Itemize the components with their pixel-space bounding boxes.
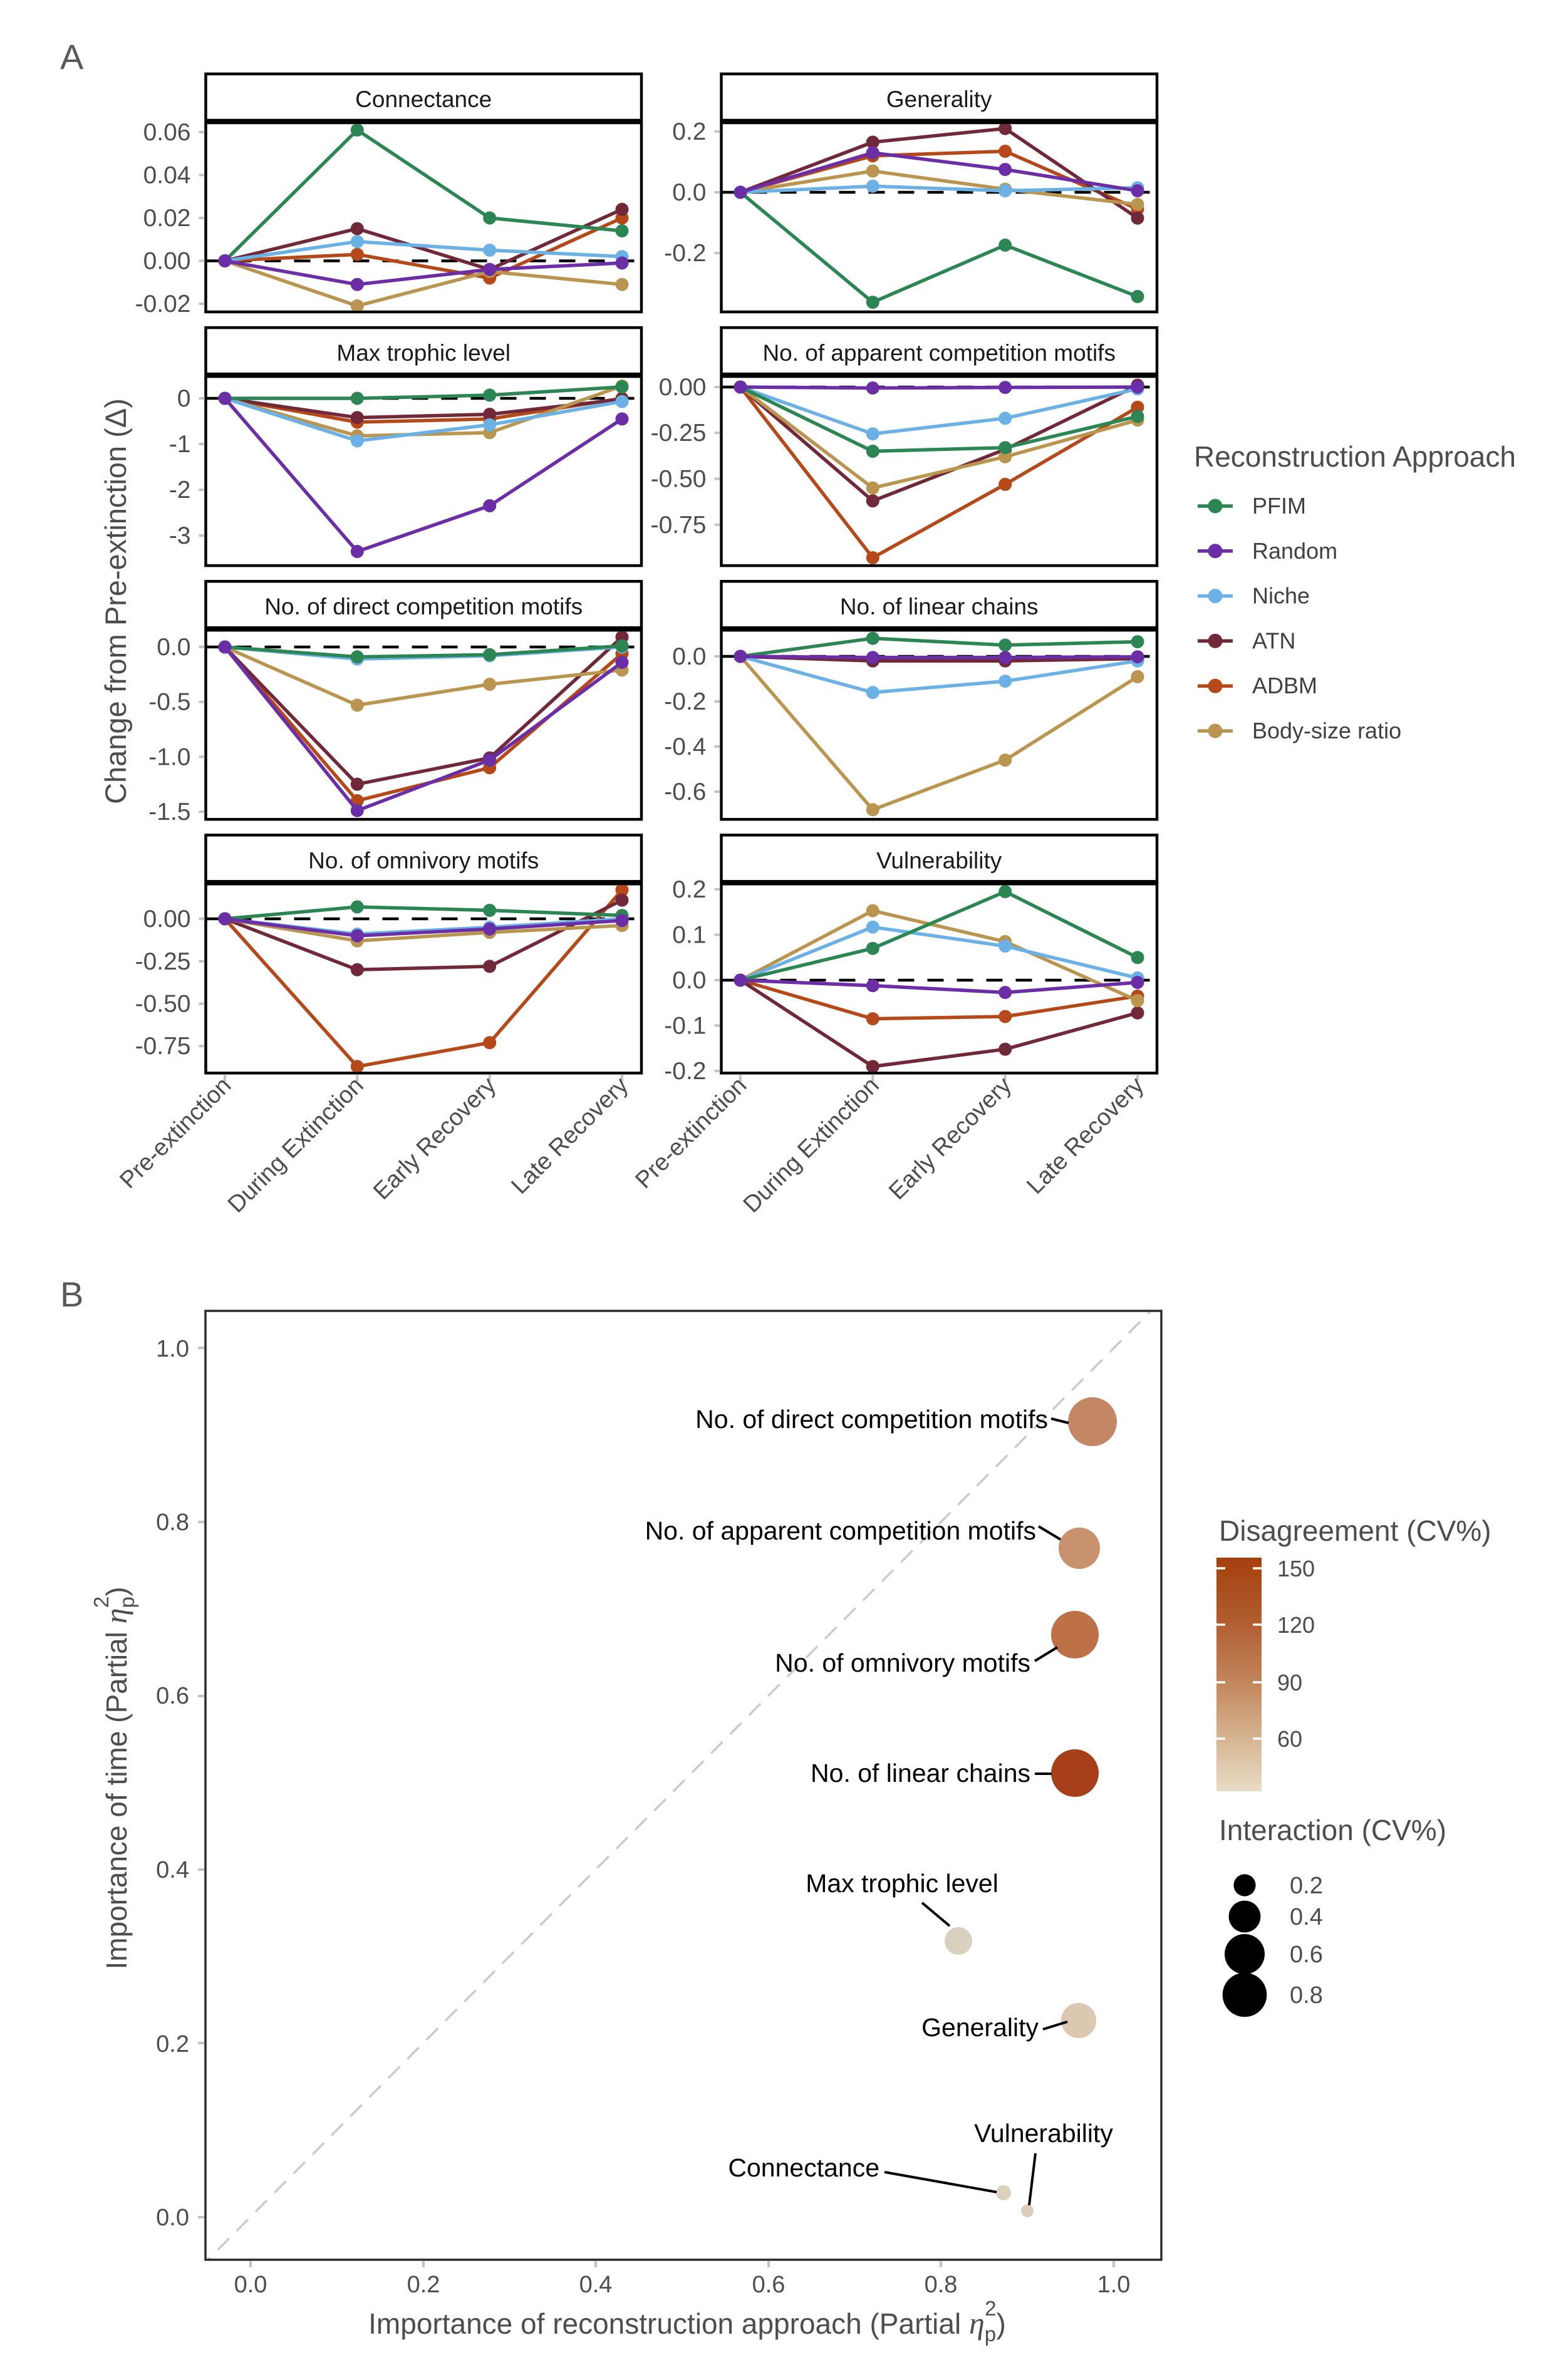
svg-text:-0.75: -0.75: [651, 512, 707, 539]
svg-text:Vulnerability: Vulnerability: [876, 847, 1002, 873]
svg-text:0.2: 0.2: [1290, 1873, 1323, 1899]
svg-text:0.8: 0.8: [1290, 1982, 1323, 2009]
svg-text:Change from Pre-extinction (Δ): Change from Pre-extinction (Δ): [99, 398, 132, 804]
svg-text:0.2: 0.2: [407, 2272, 440, 2298]
svg-text:-0.25: -0.25: [651, 420, 707, 447]
svg-text:-0.4: -0.4: [664, 733, 706, 760]
svg-text:-0.2: -0.2: [664, 1058, 706, 1085]
svg-text:No. of direct competition moti: No. of direct competition motifs: [264, 594, 583, 619]
svg-text:-0.2: -0.2: [664, 240, 706, 267]
svg-text:B: B: [60, 1275, 83, 1314]
svg-text:-0.50: -0.50: [135, 991, 191, 1018]
svg-text:0.4: 0.4: [156, 1857, 189, 1883]
svg-text:Random: Random: [1252, 538, 1337, 564]
svg-text:0.00: 0.00: [143, 906, 191, 933]
svg-text:0.2: 0.2: [156, 2031, 189, 2057]
svg-text:120: 120: [1277, 1612, 1315, 1638]
svg-text:No. of omnivory motifs: No. of omnivory motifs: [775, 1648, 1030, 1677]
svg-text:90: 90: [1277, 1670, 1302, 1695]
svg-text:-0.2: -0.2: [664, 688, 706, 715]
svg-text:Body-size ratio: Body-size ratio: [1252, 718, 1401, 743]
svg-text:ATN: ATN: [1252, 628, 1295, 653]
svg-text:0.2: 0.2: [672, 876, 706, 903]
svg-text:0.8: 0.8: [156, 1509, 189, 1536]
svg-text:No. of direct competition moti: No. of direct competition motifs: [695, 1405, 1048, 1434]
svg-text:-0.50: -0.50: [651, 466, 707, 493]
svg-text:Generality: Generality: [921, 2013, 1039, 2042]
svg-text:0.4: 0.4: [1290, 1904, 1323, 1930]
svg-text:0.00: 0.00: [659, 374, 707, 401]
svg-text:Vulnerability: Vulnerability: [974, 2119, 1113, 2148]
svg-text:0.2: 0.2: [672, 118, 706, 145]
svg-text:Max trophic level: Max trophic level: [806, 1869, 998, 1898]
svg-text:0.1: 0.1: [672, 922, 706, 949]
svg-text:0: 0: [177, 385, 191, 412]
svg-text:-2: -2: [169, 477, 191, 504]
svg-text:0.00: 0.00: [143, 248, 191, 275]
svg-text:0.6: 0.6: [1290, 1942, 1323, 1968]
svg-text:Interaction (CV%): Interaction (CV%): [1219, 1814, 1446, 1846]
svg-text:150: 150: [1277, 1556, 1315, 1581]
svg-text:0.06: 0.06: [143, 119, 191, 146]
svg-text:-0.1: -0.1: [664, 1013, 706, 1040]
svg-text:0.0: 0.0: [156, 2205, 189, 2231]
svg-text:-0.6: -0.6: [664, 779, 706, 805]
svg-text:No. of linear chains: No. of linear chains: [840, 594, 1039, 619]
svg-text:0.6: 0.6: [156, 1683, 189, 1709]
svg-text:0.4: 0.4: [579, 2272, 613, 2298]
svg-text:-3: -3: [169, 522, 191, 549]
svg-text:Connectance: Connectance: [355, 86, 492, 112]
svg-text:1.0: 1.0: [1097, 2272, 1131, 2298]
svg-text:PFIM: PFIM: [1252, 493, 1306, 519]
svg-text:0.8: 0.8: [925, 2272, 958, 2298]
svg-text:60: 60: [1277, 1726, 1302, 1752]
svg-text:0.0: 0.0: [234, 2272, 267, 2298]
svg-text:No. of apparent competition mo: No. of apparent competition motifs: [645, 1516, 1036, 1545]
svg-text:Reconstruction Approach: Reconstruction Approach: [1194, 440, 1516, 473]
svg-text:No. of omnivory motifs: No. of omnivory motifs: [308, 847, 539, 873]
svg-text:0.02: 0.02: [143, 205, 191, 232]
svg-text:-1.5: -1.5: [148, 799, 190, 825]
svg-text:0.0: 0.0: [672, 967, 706, 994]
svg-text:No. of apparent competition mo: No. of apparent competition motifs: [762, 340, 1116, 366]
svg-text:1.0: 1.0: [156, 1336, 189, 1362]
svg-text:-0.02: -0.02: [135, 291, 191, 318]
svg-text:A: A: [60, 37, 84, 76]
svg-text:-1.0: -1.0: [148, 743, 190, 770]
svg-text:0.0: 0.0: [157, 634, 190, 661]
svg-text:ADBM: ADBM: [1252, 673, 1317, 698]
svg-text:-0.5: -0.5: [148, 689, 190, 716]
svg-text:0.04: 0.04: [143, 162, 191, 189]
svg-text:-1: -1: [169, 431, 191, 458]
svg-text:Generality: Generality: [886, 86, 992, 112]
svg-text:0.0: 0.0: [672, 643, 706, 670]
svg-text:Max trophic level: Max trophic level: [336, 340, 511, 366]
svg-text:Disagreement (CV%): Disagreement (CV%): [1219, 1514, 1491, 1547]
svg-text:0.6: 0.6: [752, 2272, 786, 2298]
svg-text:0.0: 0.0: [672, 179, 706, 206]
svg-text:Connectance: Connectance: [728, 2153, 879, 2182]
svg-text:No. of linear chains: No. of linear chains: [811, 1759, 1030, 1788]
svg-text:-0.25: -0.25: [135, 948, 191, 975]
svg-text:Niche: Niche: [1252, 583, 1310, 609]
svg-text:-0.75: -0.75: [135, 1033, 191, 1060]
